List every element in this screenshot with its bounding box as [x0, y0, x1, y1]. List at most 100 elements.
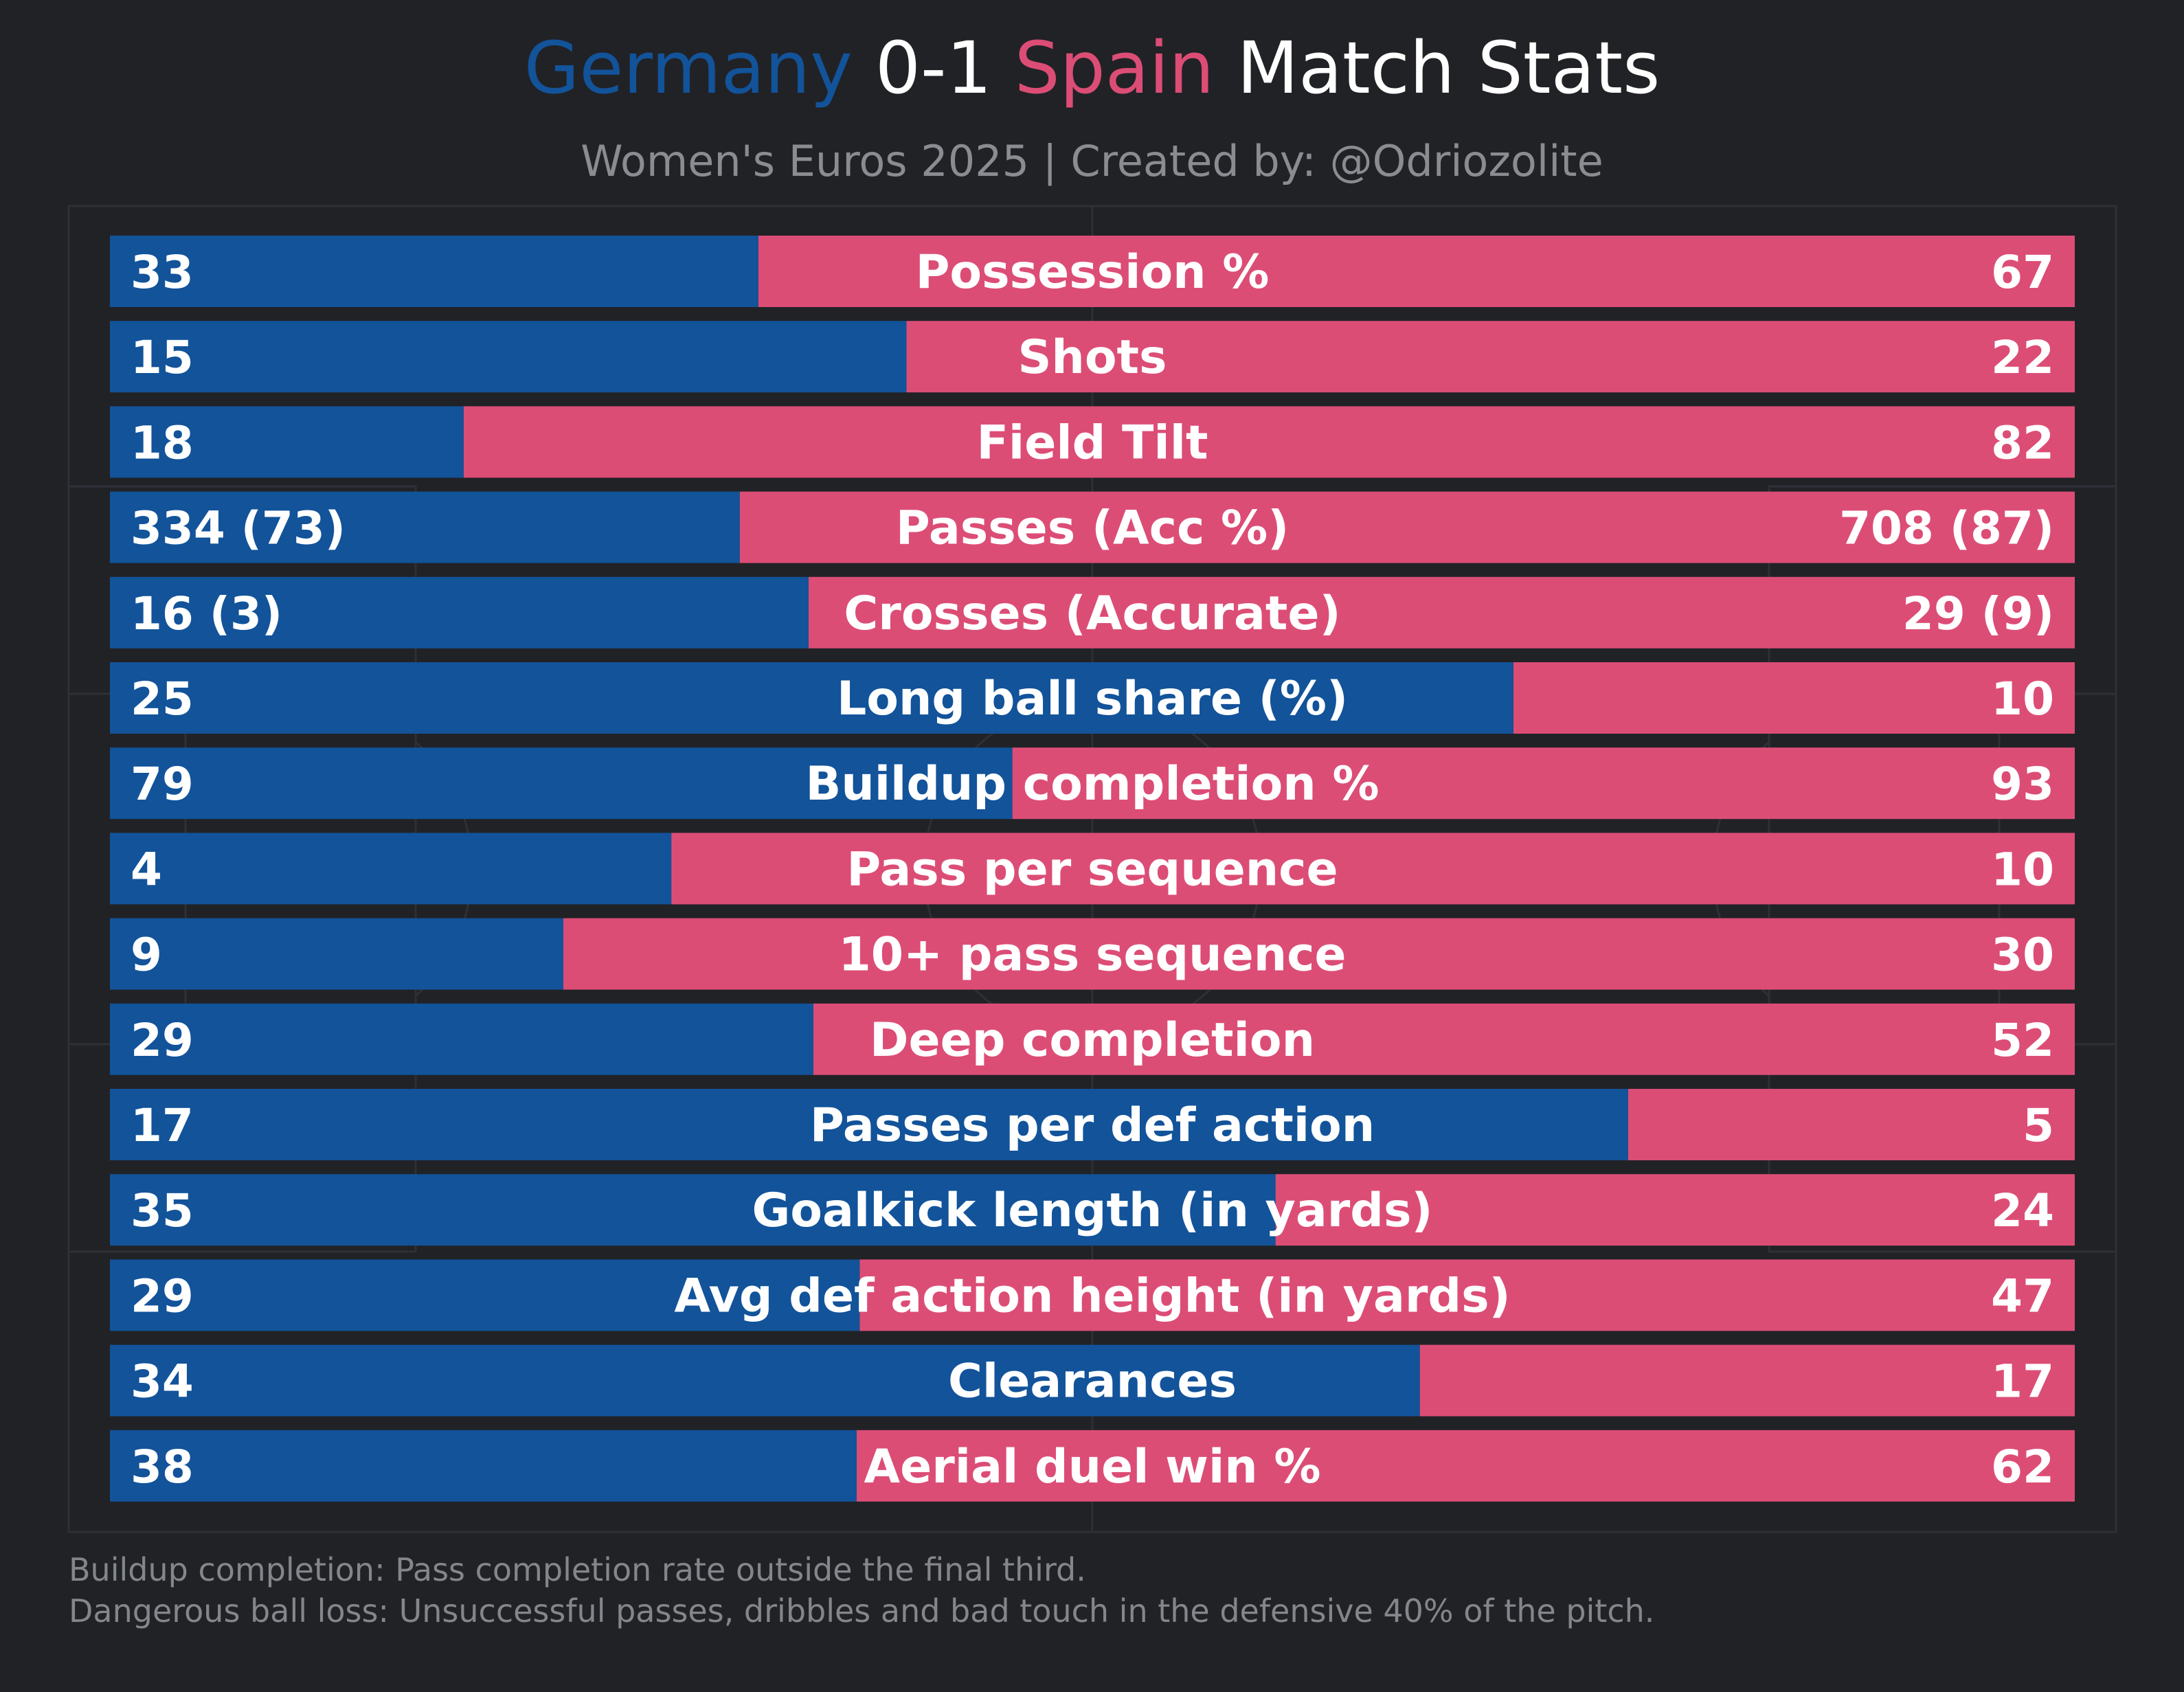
- stat-label: Buildup completion %: [805, 757, 1379, 811]
- value-away: 29 (9): [1902, 587, 2054, 640]
- stat-row: 33 67 Possession %: [110, 236, 2075, 307]
- value-away: 93: [1991, 758, 2054, 811]
- bar-away: [671, 833, 2075, 905]
- bar-away: [813, 1003, 2075, 1075]
- value-home: 34: [131, 1355, 194, 1408]
- bar-home: [110, 918, 563, 990]
- stat-label: Deep completion: [870, 1013, 1315, 1068]
- value-home: 16 (3): [131, 587, 282, 640]
- value-home: 35: [131, 1184, 194, 1237]
- stat-label: Possession %: [916, 245, 1270, 300]
- stat-label: 10+ pass sequence: [838, 928, 1346, 982]
- value-away: 10: [1991, 673, 2054, 725]
- stat-label: Passes per def action: [810, 1098, 1375, 1153]
- stat-label: Passes (Acc %): [896, 501, 1289, 556]
- bar-home: [110, 1430, 857, 1502]
- stat-label: Aerial duel win %: [864, 1440, 1321, 1494]
- stat-row: 38 62 Aerial duel win %: [110, 1430, 2075, 1502]
- value-home: 18: [131, 416, 194, 469]
- bar-away: [758, 236, 2075, 307]
- value-home: 25: [131, 673, 194, 725]
- bar-rows: 33 67 Possession % 15 22 Shots 18 82 Field Tilt 3…: [110, 236, 2075, 1502]
- value-away: 30: [1991, 929, 2054, 982]
- title-suffix: Match Stats: [1237, 26, 1660, 110]
- stat-label: Shots: [1017, 330, 1167, 385]
- value-home: 79: [131, 758, 194, 811]
- bar-away: [859, 1259, 2075, 1331]
- stat-row: 25 10 Long ball share (%): [110, 662, 2075, 734]
- stat-label: Avg def action height (in yards): [674, 1269, 1510, 1323]
- footnote-ball-loss: Dangerous ball loss: Unsuccessful passes…: [69, 1592, 1655, 1629]
- stat-row: 334 (73) 708 (87) Passes (Acc %): [110, 491, 2075, 563]
- value-home: 334 (73): [131, 502, 346, 555]
- value-away: 82: [1991, 416, 2054, 469]
- bar-home: [110, 1259, 860, 1331]
- value-away: 67: [1991, 246, 2054, 299]
- bar-home: [110, 833, 672, 905]
- title-team-home: Germany: [524, 26, 853, 110]
- bar-away: [1628, 1089, 2075, 1160]
- chart-title: Germany 0-1 Spain Match Stats: [0, 26, 2184, 110]
- stat-row: 35 24 Goalkick length (in yards): [110, 1174, 2075, 1246]
- bar-home: [110, 1344, 1420, 1417]
- bar-home: [110, 662, 1513, 734]
- stat-row: 16 (3) 29 (9) Crosses (Accurate): [110, 576, 2075, 648]
- stat-row: 18 82 Field Tilt: [110, 406, 2075, 478]
- bar-home: [110, 491, 740, 563]
- bar-away: [739, 491, 2075, 563]
- bar-home: [110, 321, 907, 393]
- bar-home: [110, 1089, 1628, 1160]
- value-home: 38: [131, 1441, 194, 1493]
- stat-row: 34 17 Clearances: [110, 1344, 2075, 1417]
- value-away: 708 (87): [1839, 502, 2054, 555]
- value-home: 4: [131, 843, 162, 896]
- value-home: 33: [131, 246, 194, 299]
- bar-away: [906, 321, 2075, 393]
- stat-row: 15 22 Shots: [110, 321, 2075, 393]
- stat-row: 29 52 Deep completion: [110, 1003, 2075, 1075]
- bar-home: [110, 1174, 1276, 1246]
- stat-label: Long ball share (%): [837, 672, 1348, 726]
- value-home: 15: [131, 331, 194, 384]
- footnote-buildup: Buildup completion: Pass completion rate…: [69, 1551, 1086, 1588]
- value-away: 47: [1991, 1270, 2054, 1322]
- stat-label: Clearances: [948, 1355, 1237, 1409]
- value-home: 17: [131, 1099, 194, 1152]
- bar-away: [563, 918, 2075, 990]
- bar-away: [1275, 1174, 2075, 1246]
- value-away: 62: [1991, 1441, 2054, 1493]
- stat-label: Goalkick length (in yards): [752, 1184, 1432, 1238]
- stat-row: 17 5 Passes per def action: [110, 1089, 2075, 1160]
- bar-home: [110, 747, 1013, 820]
- value-away: 24: [1991, 1184, 2054, 1237]
- bar-home: [110, 1003, 813, 1075]
- chart-subtitle: Women's Euros 2025 | Created by: @Odrioz…: [581, 136, 1603, 186]
- value-home: 29: [131, 1014, 194, 1067]
- bar-away: [1513, 662, 2075, 734]
- stat-label: Crosses (Accurate): [844, 587, 1340, 641]
- value-away: 17: [1991, 1355, 2054, 1408]
- bar-away: [856, 1430, 2075, 1502]
- stat-row: 29 47 Avg def action height (in yards): [110, 1259, 2075, 1331]
- value-away: 10: [1991, 843, 2054, 896]
- bar-away: [463, 406, 2075, 478]
- stat-row: 9 30 10+ pass sequence: [110, 918, 2075, 990]
- bar-away: [808, 576, 2075, 648]
- stat-label: Field Tilt: [976, 416, 1208, 470]
- value-home: 29: [131, 1270, 194, 1322]
- bar-home: [110, 406, 464, 478]
- value-home: 9: [131, 929, 162, 982]
- value-away: 5: [2023, 1099, 2054, 1152]
- bar-away: [1419, 1344, 2075, 1417]
- title-team-away: Spain: [1014, 26, 1215, 110]
- bar-away: [1012, 747, 2075, 820]
- stat-row: 79 93 Buildup completion %: [110, 747, 2075, 820]
- value-away: 22: [1991, 331, 2054, 384]
- bar-home: [110, 576, 809, 648]
- stat-row: 4 10 Pass per sequence: [110, 833, 2075, 905]
- title-score: 0-1: [875, 26, 992, 110]
- value-away: 52: [1991, 1014, 2054, 1067]
- stat-label: Pass per sequence: [846, 842, 1338, 896]
- bar-home: [110, 236, 758, 307]
